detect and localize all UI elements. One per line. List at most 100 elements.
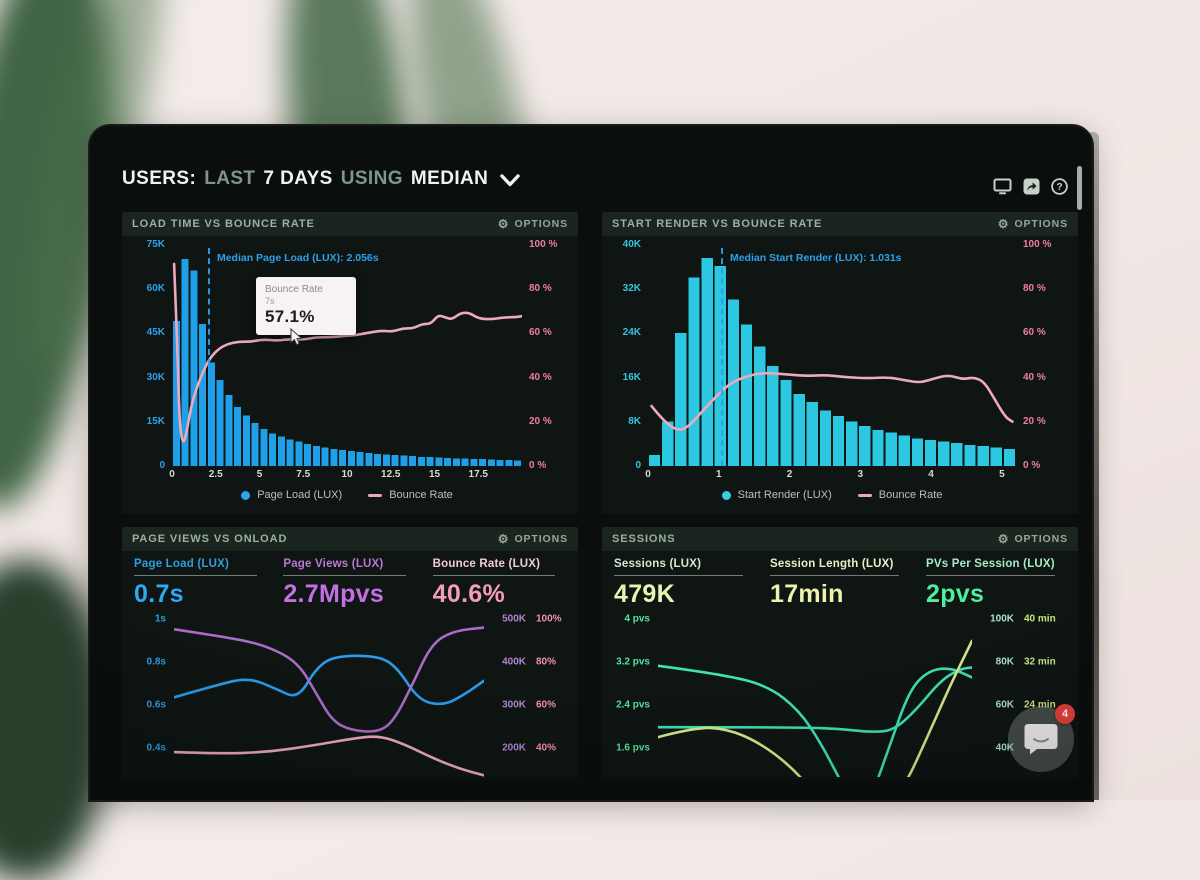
legend-label: Start Render (LUX) [737, 489, 832, 501]
chart-legend: Page Load (LUX) Bounce Rate [172, 484, 522, 501]
panel-load-time-vs-bounce-rate: LOAD TIME VS BOUNCE RATE ⚙ OPTIONS 75K 60… [122, 212, 578, 514]
metric-underline [770, 575, 899, 576]
metric-value: 479K [614, 580, 675, 608]
chart-sessions: 4 pvs 3.2 pvs 2.4 pvs 1.6 pvs 100K 40 min 80K… [602, 611, 1078, 777]
metric-label: Session Length (LUX) [770, 558, 894, 570]
axis-tick-row: 400K 80% [492, 657, 556, 668]
chart-svg [658, 611, 972, 777]
options-button[interactable]: ⚙ OPTIONS [998, 533, 1068, 545]
header-median-label: MEDIAN [410, 168, 489, 189]
axis-tick-label: 24 min [1024, 699, 1056, 711]
y-axis-left-ticks: 40K 32K 24K 16K 8K 0 [622, 238, 641, 472]
share-icon[interactable] [1023, 178, 1040, 195]
chat-launcher[interactable]: 4 [1008, 704, 1075, 772]
gear-icon: ⚙ [497, 217, 510, 231]
y-axis-left-ticks: 75K 60K 45K 30K 15K 0 [146, 238, 165, 472]
legend-item[interactable]: Bounce Rate [368, 489, 453, 501]
chart-load-time-vs-bounce-rate: 75K 60K 45K 30K 15K 0 Bounce Rate 7s 57.1% Me… [122, 236, 578, 502]
axis-tick-row: 40K [980, 743, 1024, 754]
header-using-label: USING [340, 168, 403, 189]
legend-item[interactable]: Start Render (LUX) [721, 489, 832, 501]
plot-area[interactable]: Bounce Rate 7s 57.1% Median Page Load (L… [172, 244, 522, 466]
axis-tick-label: 2.5 [208, 469, 223, 480]
axis-tick-label: 0.4s [146, 742, 166, 754]
panel-title: SESSIONS [612, 533, 676, 545]
scrollbar[interactable] [1077, 166, 1082, 210]
axis-tick-label: 4 pvs [624, 613, 650, 625]
legend-item[interactable]: Bounce Rate [857, 489, 942, 501]
header-users-label: USERS: [122, 168, 197, 189]
legend-dash-marker [368, 493, 383, 497]
tooltip-title: Bounce Rate [265, 284, 323, 296]
axis-tick-label: 7.5 [296, 469, 311, 480]
legend-label: Bounce Rate [389, 489, 453, 501]
tooltip-subtitle: 7s [265, 296, 275, 307]
svg-text:?: ? [1056, 182, 1062, 193]
axis-tick-label: 3.2 pvs [616, 656, 650, 668]
metric-label: Bounce Rate (LUX) [432, 558, 541, 570]
mouse-cursor-icon [290, 328, 303, 346]
median-label: Median Page Load (LUX): 2.056s [216, 252, 379, 264]
metrics-row: Page Load (LUX) 0.7s Page Views (LUX) 2.… [122, 551, 578, 611]
help-icon[interactable]: ? [1051, 178, 1068, 195]
legend-item[interactable]: Page Load (LUX) [241, 489, 342, 501]
metric-page-views: Page Views (LUX) 2.7Mpvs [283, 558, 416, 611]
timeframe-dropdown[interactable]: USERS: LAST 7 DAYS USING MEDIAN [122, 168, 520, 190]
plot-area[interactable]: Median Start Render (LUX): 1.031s [648, 244, 1016, 466]
axis-tick-label: 60K [995, 699, 1014, 711]
laptop: USERS: LAST 7 DAYS USING MEDIAN ? [90, 126, 1092, 800]
axis-tick-label: 17.5 [468, 469, 488, 480]
display-icon[interactable] [993, 178, 1012, 195]
chart-page-views-vs-onload: 1s 0.8s 0.6s 0.4s 500K 100% 400K 80% 300K 60% 200… [122, 611, 578, 777]
options-button[interactable]: ⚙ OPTIONS [998, 218, 1068, 230]
legend-label: Page Load (LUX) [257, 489, 343, 501]
tooltip-value: 57.1% [265, 307, 315, 327]
metric-underline [614, 575, 743, 576]
axis-tick-label: 0 [169, 469, 175, 480]
axis-tick-label: 500K [502, 613, 526, 625]
axis-tick-label: 400K [502, 656, 526, 668]
options-label: OPTIONS [1014, 218, 1068, 230]
median-line [720, 248, 723, 466]
axis-tick-label: 5 [999, 469, 1005, 480]
metric-value: 17min [770, 580, 844, 608]
axis-tick-label: 200K [502, 742, 526, 754]
axis-tick-label: 40% [536, 742, 557, 754]
axis-tick-label: 15 [428, 469, 441, 480]
axis-tick-row: 60K 24 min [980, 700, 1056, 711]
axis-tick-label: 10 [341, 469, 353, 480]
panel-header: LOAD TIME VS BOUNCE RATE ⚙ OPTIONS [122, 212, 578, 236]
axis-tick-label: 0.6s [146, 699, 166, 711]
axis-tick-label: 3 [857, 469, 864, 480]
notification-badge: 4 [1055, 704, 1075, 724]
axis-tick-label: 100K [990, 613, 1014, 625]
panel-page-views-vs-onload: PAGE VIEWS VS ONLOAD ⚙ OPTIONS Page Load… [122, 527, 578, 779]
chat-bubble-icon [1024, 724, 1058, 755]
axis-tick-label: 80K [995, 656, 1014, 668]
options-button[interactable]: ⚙ OPTIONS [498, 218, 568, 230]
panel-title: LOAD TIME VS BOUNCE RATE [132, 218, 315, 230]
axis-tick-label: 2.4 pvs [616, 699, 650, 711]
legend-dot-marker [241, 490, 251, 500]
axis-tick-row: 80K 32 min [980, 657, 1056, 668]
plot-area[interactable] [174, 611, 484, 777]
y-axis-left-ticks: 1s 0.8s 0.6s 0.4s [128, 611, 170, 777]
plot-area[interactable] [658, 611, 972, 777]
chart-svg [648, 257, 1016, 466]
options-button[interactable]: ⚙ OPTIONS [498, 533, 568, 545]
axis-tick-row: 300K 60% [492, 700, 556, 711]
metric-bounce-rate: Bounce Rate (LUX) 40.6% [432, 558, 566, 611]
metric-label: Page Views (LUX) [283, 558, 384, 570]
metric-label: Sessions (LUX) [614, 558, 702, 570]
metric-page-load: Page Load (LUX) 0.7s [134, 558, 267, 611]
x-axis-ticks: 0 1 2 3 4 5 [645, 466, 1016, 484]
metric-value: 2.7Mpvs [283, 580, 385, 608]
y-axis-right-ticks: 100 % 80 % 60 % 40 % 20 % 0 % [529, 238, 558, 472]
axis-tick-label: 5 [256, 469, 263, 480]
header-toolbar: ? [993, 178, 1068, 195]
metric-underline [432, 575, 556, 576]
panel-header: START RENDER VS BOUNCE RATE ⚙ OPTIONS [602, 212, 1078, 236]
chart-svg [172, 258, 522, 466]
axis-tick-row: 500K 100% [492, 613, 561, 625]
panel-header: PAGE VIEWS VS ONLOAD ⚙ OPTIONS [122, 527, 578, 551]
